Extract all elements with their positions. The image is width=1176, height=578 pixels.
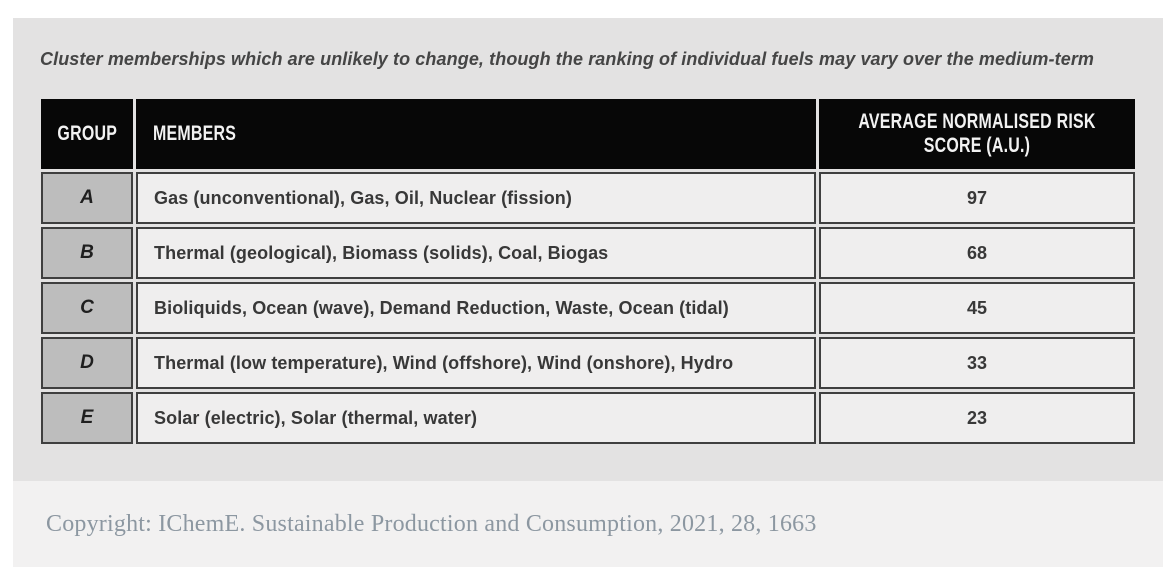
copyright-bar: Copyright: IChemE. Sustainable Productio…	[13, 481, 1163, 567]
column-header-score: AVERAGE NORMALISED RISK SCORE (A.U.)	[819, 99, 1135, 169]
table-row: B Thermal (geological), Biomass (solids)…	[41, 227, 1135, 279]
group-cell: E	[41, 392, 133, 444]
column-header-group: GROUP	[41, 99, 133, 169]
table-row: D Thermal (low temperature), Wind (offsh…	[41, 337, 1135, 389]
score-cell: 33	[819, 337, 1135, 389]
members-cell: Gas (unconventional), Gas, Oil, Nuclear …	[136, 172, 816, 224]
group-cell: A	[41, 172, 133, 224]
figure-panel: Cluster memberships which are unlikely t…	[13, 18, 1163, 481]
members-cell: Solar (electric), Solar (thermal, water)	[136, 392, 816, 444]
table-row: C Bioliquids, Ocean (wave), Demand Reduc…	[41, 282, 1135, 334]
score-cell: 23	[819, 392, 1135, 444]
group-cell: C	[41, 282, 133, 334]
members-cell: Bioliquids, Ocean (wave), Demand Reducti…	[136, 282, 816, 334]
risk-score-table: GROUP MEMBERS AVERAGE NORMALISED RISK SC…	[38, 96, 1138, 447]
column-header-members-label: MEMBERS	[153, 121, 237, 145]
table-header-row: GROUP MEMBERS AVERAGE NORMALISED RISK SC…	[41, 99, 1135, 169]
members-cell: Thermal (geological), Biomass (solids), …	[136, 227, 816, 279]
column-header-score-label: AVERAGE NORMALISED RISK SCORE (A.U.)	[858, 109, 1096, 157]
table-row: E Solar (electric), Solar (thermal, wate…	[41, 392, 1135, 444]
score-cell: 97	[819, 172, 1135, 224]
copyright-text: Copyright: IChemE. Sustainable Productio…	[46, 510, 817, 537]
score-cell: 68	[819, 227, 1135, 279]
group-cell: B	[41, 227, 133, 279]
score-cell: 45	[819, 282, 1135, 334]
column-header-group-label: GROUP	[57, 121, 117, 145]
members-cell: Thermal (low temperature), Wind (offshor…	[136, 337, 816, 389]
table-row: A Gas (unconventional), Gas, Oil, Nuclea…	[41, 172, 1135, 224]
table-caption: Cluster memberships which are unlikely t…	[40, 49, 1095, 69]
column-header-members: MEMBERS	[136, 99, 816, 169]
group-cell: D	[41, 337, 133, 389]
